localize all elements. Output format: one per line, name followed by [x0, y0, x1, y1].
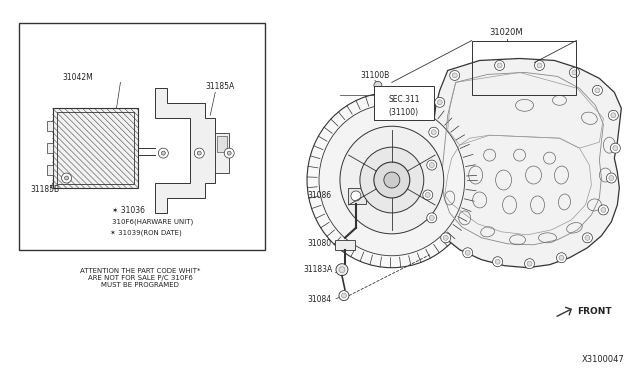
Text: 31084: 31084 — [307, 295, 331, 304]
Text: 31086: 31086 — [307, 192, 331, 201]
Bar — [374, 86, 434, 120]
Circle shape — [224, 148, 234, 158]
Circle shape — [339, 267, 345, 273]
Text: 31042M: 31042M — [63, 73, 93, 82]
Text: 310F6(HARWARE UNIT): 310F6(HARWARE UNIT) — [113, 219, 194, 225]
Ellipse shape — [340, 126, 444, 234]
Circle shape — [495, 61, 504, 70]
Bar — [217, 136, 227, 152]
Circle shape — [429, 127, 439, 137]
Circle shape — [611, 143, 620, 153]
Text: ATTENTION THE PART CODE WHIT*
ARE NOT FOR SALE P/C 310F6
MUST BE PROGRAMED: ATTENTION THE PART CODE WHIT* ARE NOT FO… — [80, 268, 200, 288]
Circle shape — [601, 208, 606, 212]
Text: 31100B: 31100B — [360, 71, 389, 80]
Text: 31183A: 31183A — [303, 265, 332, 274]
Text: 31185A: 31185A — [205, 82, 234, 91]
Circle shape — [61, 173, 72, 183]
Circle shape — [582, 233, 593, 243]
Bar — [47, 121, 52, 131]
Circle shape — [452, 73, 457, 78]
Circle shape — [609, 176, 614, 180]
Circle shape — [527, 261, 532, 266]
Text: 31020M: 31020M — [490, 28, 524, 37]
Ellipse shape — [384, 172, 400, 188]
Circle shape — [557, 253, 566, 263]
Ellipse shape — [360, 147, 424, 213]
Circle shape — [570, 67, 579, 77]
Circle shape — [158, 148, 168, 158]
Circle shape — [585, 235, 590, 240]
Circle shape — [598, 205, 609, 215]
Bar — [472, 41, 577, 95]
Bar — [348, 188, 366, 204]
Ellipse shape — [307, 92, 477, 268]
Circle shape — [611, 113, 616, 118]
Circle shape — [493, 257, 502, 267]
Bar — [19, 23, 265, 250]
Circle shape — [336, 264, 348, 276]
Circle shape — [463, 248, 473, 258]
Text: FRONT: FRONT — [577, 307, 612, 316]
Text: ✶ 31036: ✶ 31036 — [113, 205, 145, 214]
Circle shape — [465, 250, 470, 255]
Circle shape — [351, 191, 361, 201]
Circle shape — [197, 151, 201, 155]
Circle shape — [227, 151, 231, 155]
Bar — [56, 112, 134, 184]
Text: ✶ 31039(RON DATE): ✶ 31039(RON DATE) — [111, 230, 182, 236]
Circle shape — [427, 213, 436, 223]
Circle shape — [537, 63, 542, 68]
Bar — [215, 133, 229, 173]
Circle shape — [495, 259, 500, 264]
Circle shape — [444, 235, 448, 240]
Circle shape — [593, 86, 602, 95]
Polygon shape — [156, 89, 215, 213]
Circle shape — [450, 70, 460, 80]
Circle shape — [374, 81, 382, 89]
Text: X3100047: X3100047 — [582, 355, 625, 364]
Ellipse shape — [319, 104, 465, 256]
Circle shape — [534, 61, 545, 70]
Bar — [335, 240, 355, 250]
Circle shape — [437, 100, 442, 105]
Circle shape — [595, 88, 600, 93]
Polygon shape — [428, 58, 621, 268]
Circle shape — [423, 190, 433, 200]
Bar — [47, 165, 52, 175]
Circle shape — [427, 160, 436, 170]
Circle shape — [609, 110, 618, 120]
Circle shape — [65, 176, 68, 180]
Circle shape — [161, 151, 165, 155]
Circle shape — [613, 146, 618, 151]
Circle shape — [195, 148, 204, 158]
Circle shape — [425, 192, 430, 198]
Text: 31185B: 31185B — [31, 186, 60, 195]
Circle shape — [572, 70, 577, 75]
Circle shape — [559, 255, 564, 260]
Circle shape — [441, 233, 451, 243]
Bar — [52, 108, 138, 188]
Circle shape — [429, 215, 435, 220]
Circle shape — [431, 130, 436, 135]
Text: (31100): (31100) — [388, 108, 419, 117]
Circle shape — [342, 293, 346, 298]
Bar — [47, 143, 52, 153]
Circle shape — [525, 259, 534, 269]
Circle shape — [606, 173, 616, 183]
Circle shape — [497, 63, 502, 68]
Circle shape — [429, 163, 435, 167]
Circle shape — [435, 97, 445, 107]
Ellipse shape — [374, 162, 410, 198]
Text: 31080: 31080 — [307, 239, 331, 248]
Circle shape — [339, 291, 349, 301]
Text: SEC.311: SEC.311 — [388, 95, 420, 104]
